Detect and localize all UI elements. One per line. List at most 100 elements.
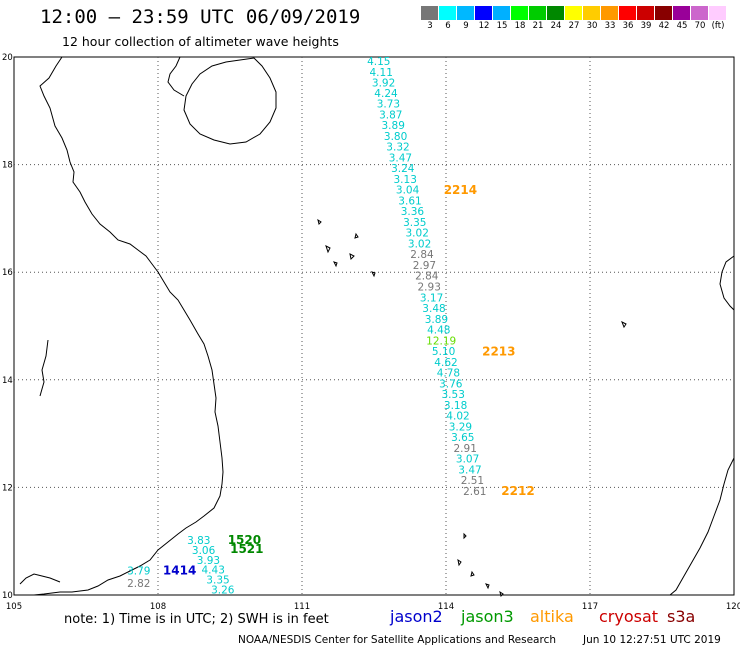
y-tick-label: 16 — [2, 268, 13, 278]
legend-label: 18 — [514, 21, 526, 31]
page-subtitle: 12 hour collection of altimeter wave hei… — [62, 34, 339, 49]
legend-label: 9 — [463, 21, 469, 31]
wave-height-value: 3.35 — [206, 575, 229, 587]
legend-swatch — [709, 6, 727, 20]
legend-label: 30 — [586, 21, 598, 31]
legend-label: 42 — [658, 21, 670, 31]
wave-height-value: 3.61 — [398, 195, 421, 207]
wave-height-value: 4.43 — [202, 564, 225, 576]
wave-height-value: 3.48 — [422, 303, 445, 315]
wave-height-value: 3.89 — [382, 120, 405, 132]
satellite-name-jason2: jason2 — [390, 607, 443, 626]
axis-labels: 105 108 111 114 117 120 20 18 16 14 12 10 — [2, 53, 740, 612]
wave-height-value: 2.82 — [127, 578, 150, 590]
legend-swatch — [637, 6, 655, 20]
wave-height-value: 3.18 — [444, 400, 467, 412]
legend-swatch — [457, 6, 475, 20]
west-coast-fragment — [39, 339, 49, 397]
legend-label: 6 — [445, 21, 451, 31]
wave-height-value: 3.47 — [389, 152, 412, 164]
wave-height-value: 5.10 — [432, 346, 455, 358]
wave-height-value: 4.11 — [370, 67, 393, 79]
page-title: 12:00 – 23:59 UTC 06/09/2019 — [40, 6, 361, 28]
map-frame — [13, 56, 735, 596]
wave-height-value: 3.02 — [408, 238, 431, 250]
pass-time-label: 2212 — [501, 484, 534, 498]
philippines-coastline — [719, 255, 735, 311]
x-tick-label: 117 — [582, 602, 598, 612]
paracel-islands — [317, 218, 376, 278]
wave-height-value: 3.73 — [377, 99, 400, 111]
wave-height-value: 4.24 — [374, 88, 398, 100]
legend-swatch — [565, 6, 583, 20]
legend-label: 3 — [427, 21, 433, 31]
legend-swatch — [583, 6, 601, 20]
x-tick-label: 114 — [438, 602, 454, 612]
legend-swatch — [547, 6, 565, 20]
wave-height-value: 3.87 — [379, 109, 402, 121]
legend-label: 24 — [550, 21, 562, 31]
ca-mau-coast — [19, 573, 61, 585]
wave-height-value: 3.80 — [384, 131, 407, 143]
legend-swatch — [511, 6, 529, 20]
wave-height-value: 3.76 — [439, 378, 463, 390]
wave-height-value: 2.84 — [410, 249, 434, 261]
satellite-name-s3a: s3a — [667, 607, 696, 626]
palawan-coastline — [669, 457, 735, 596]
wave-height-value: 3.32 — [386, 142, 409, 154]
wave-height-value: 3.53 — [442, 389, 465, 401]
legend-label: 15 — [496, 21, 508, 31]
legend-swatch — [475, 6, 493, 20]
legend-swatch — [673, 6, 691, 20]
legend-label: 21 — [532, 21, 544, 31]
wave-height-value: 12.19 — [426, 335, 456, 347]
wave-height-value: 3.17 — [420, 292, 443, 304]
wave-height-value: 2.61 — [463, 486, 486, 498]
wave-height-value: 3.79 — [127, 566, 150, 578]
wave-height-value: 3.04 — [396, 185, 420, 197]
legend-swatch — [601, 6, 619, 20]
wave-height-value: 4.15 — [367, 56, 390, 68]
wave-height-value: 3.83 — [187, 535, 210, 547]
x-tick-label: 108 — [150, 602, 166, 612]
wave-height-value: 3.06 — [192, 545, 216, 557]
wave-height-value: 3.26 — [211, 584, 235, 596]
legend-label: 45 — [676, 21, 688, 31]
legend-label: (ft) — [711, 21, 725, 31]
wave-height-value: 3.47 — [458, 464, 481, 476]
pass-time-label: 2214 — [444, 183, 477, 197]
legend-label: 27 — [568, 21, 580, 31]
wave-height-value: 3.29 — [449, 421, 472, 433]
legend-swatch — [691, 6, 709, 20]
y-tick-label: 20 — [2, 53, 13, 63]
wave-height-value: 4.02 — [446, 411, 469, 423]
wave-height-value: 3.07 — [456, 454, 479, 466]
legend-swatch — [529, 6, 547, 20]
wave-height-value: 3.89 — [425, 314, 448, 326]
legend-swatch — [619, 6, 637, 20]
wave-height-value: 3.93 — [197, 555, 220, 567]
pass-time-label: 1414 — [163, 564, 196, 578]
wave-height-value: 3.24 — [391, 163, 415, 175]
legend-label: 36 — [622, 21, 634, 31]
y-tick-label: 14 — [2, 376, 13, 386]
legend-label: 12 — [478, 21, 490, 31]
wave-height-value: 3.13 — [394, 174, 417, 186]
map-grid — [14, 57, 734, 595]
legend-swatch — [655, 6, 673, 20]
pass-time-label: 1521 — [230, 542, 263, 556]
x-tick-label: 120 — [726, 602, 740, 612]
y-tick-label: 10 — [2, 591, 13, 601]
legend-label: 39 — [640, 21, 652, 31]
wave-height-value: 2.93 — [418, 281, 441, 293]
y-tick-label: 12 — [2, 483, 13, 493]
satellite-name-cryosat: cryosat — [599, 607, 659, 626]
wave-height-value: 3.35 — [403, 217, 426, 229]
legend-label: 33 — [604, 21, 616, 31]
hainan-coastline — [183, 57, 277, 145]
satellite-name-jason3: jason3 — [461, 607, 514, 626]
wave-height-value: 4.48 — [427, 325, 450, 337]
credit-line: NOAA/NESDIS Center for Satellite Applica… — [238, 634, 556, 646]
